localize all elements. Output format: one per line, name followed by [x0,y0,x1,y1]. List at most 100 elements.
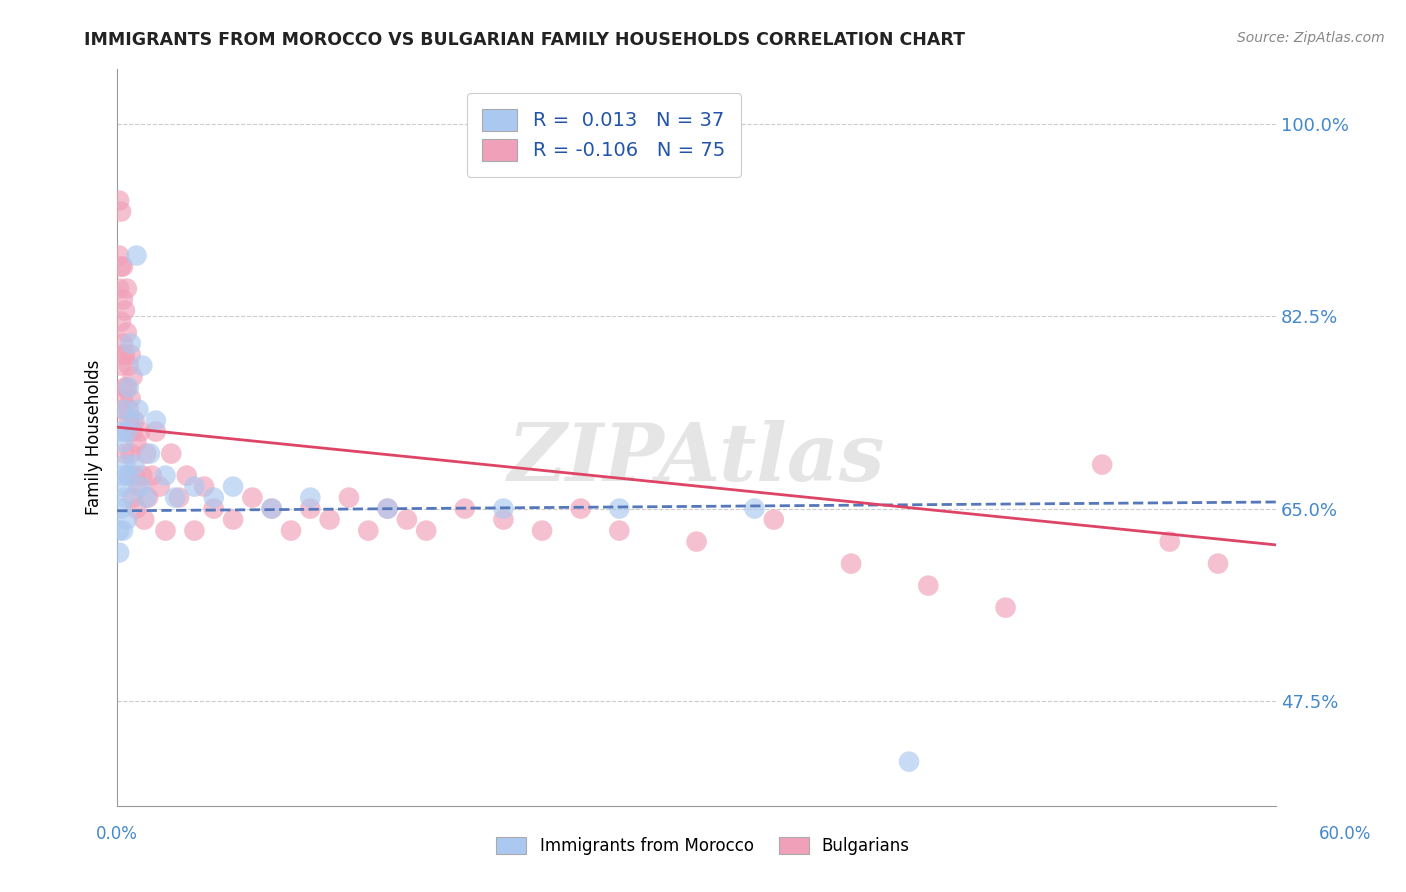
Point [337,491,360,505]
Point [111,524,134,538]
Point [136,491,159,505]
Point [110,260,132,274]
Point [115,513,138,527]
Text: Source: ZipAtlas.com: Source: ZipAtlas.com [1237,31,1385,45]
Point [167,491,190,505]
Point [531,524,554,538]
Point [118,380,141,394]
Y-axis label: Family Households: Family Households [86,359,103,515]
Point [114,347,136,361]
Point [299,491,322,505]
Point [125,435,148,450]
Point [111,347,134,361]
Point [129,480,152,494]
Legend: R =  0.013   N = 37, R = -0.106   N = 75: R = 0.013 N = 37, R = -0.106 N = 75 [467,93,741,177]
Point [110,480,132,494]
Point [242,491,264,505]
Point [108,281,131,295]
Point [160,447,183,461]
Point [183,524,205,538]
Point [124,458,146,472]
Point [377,501,399,516]
Point [131,359,153,373]
Point [125,501,148,516]
Point [193,480,215,494]
Point [202,501,225,516]
Point [110,359,132,373]
Point [114,380,136,394]
Point [121,491,143,505]
Point [260,501,283,516]
Point [114,458,136,472]
Point [569,501,592,516]
Point [115,326,138,340]
Point [202,491,225,505]
Point [762,513,785,527]
Point [114,303,136,318]
Point [135,447,157,461]
Point [685,534,707,549]
Point [176,468,198,483]
Point [1091,458,1114,472]
Point [127,480,149,494]
Point [118,402,141,417]
Point [165,491,187,505]
Point [111,336,134,351]
Point [110,204,132,219]
Point [145,413,167,427]
Point [357,524,380,538]
Point [149,480,172,494]
Legend: Immigrants from Morocco, Bulgarians: Immigrants from Morocco, Bulgarians [489,830,917,862]
Point [898,755,921,769]
Point [114,447,136,461]
Point [135,491,157,505]
Point [492,501,515,516]
Point [377,501,399,516]
Point [121,369,143,384]
Point [120,336,142,351]
Point [131,468,153,483]
Point [111,392,134,406]
Point [145,425,167,439]
Point [115,281,138,295]
Point [120,347,142,361]
Point [155,524,177,538]
Point [492,513,515,527]
Point [839,557,862,571]
Point [108,248,131,262]
Point [114,491,136,505]
Point [183,480,205,494]
Point [280,524,302,538]
Point [110,314,132,328]
Point [111,435,134,450]
Point [108,546,131,560]
Point [395,513,418,527]
Point [115,425,138,439]
Point [1159,534,1181,549]
Point [260,501,283,516]
Point [124,468,146,483]
Point [111,468,134,483]
Text: IMMIGRANTS FROM MOROCCO VS BULGARIAN FAMILY HOUSEHOLDS CORRELATION CHART: IMMIGRANTS FROM MOROCCO VS BULGARIAN FAM… [84,31,966,49]
Point [111,260,134,274]
Point [121,425,143,439]
Point [155,468,177,483]
Point [124,413,146,427]
Text: 60.0%: 60.0% [1319,825,1371,843]
Point [141,468,163,483]
Point [120,392,142,406]
Point [454,501,477,516]
Point [115,425,138,439]
Point [222,480,245,494]
Point [110,425,132,439]
Text: ZIPAtlas: ZIPAtlas [508,420,886,498]
Point [111,293,134,307]
Point [118,359,141,373]
Point [299,501,322,516]
Point [108,524,131,538]
Point [111,402,134,417]
Point [607,501,630,516]
Point [415,524,437,538]
Point [134,513,156,527]
Point [118,413,141,427]
